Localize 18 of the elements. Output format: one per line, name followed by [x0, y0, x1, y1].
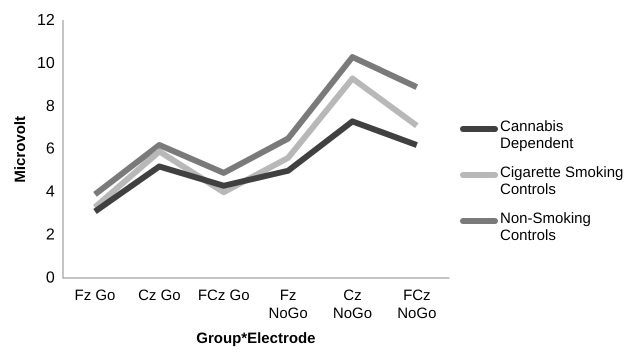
- x-tick-label: FCz NoGo: [397, 287, 436, 322]
- x-tick-label: Cz NoGo: [332, 287, 372, 322]
- x-tick-label: Fz NoGo: [268, 287, 308, 322]
- y-tick-label: 4: [46, 184, 55, 201]
- y-tick-label: 10: [37, 54, 55, 72]
- y-tick-label: 2: [46, 226, 55, 244]
- y-axis-title: Microvolt: [12, 116, 30, 183]
- y-tick-label: 6: [46, 140, 55, 158]
- x-tick-label: FCz Go: [198, 287, 250, 304]
- y-tick-label: 12: [37, 12, 55, 30]
- x-tick-label: Cz Go: [138, 287, 181, 304]
- y-tick-label: 0: [46, 269, 55, 286]
- y-tick-label: 8: [46, 98, 55, 115]
- legend-label: Cigarette Smoking Controls: [500, 164, 624, 198]
- x-axis-title: Group*Electrode: [196, 330, 316, 348]
- legend-label: Non-Smoking Controls: [500, 210, 592, 244]
- legend-label: Cannabis Dependent: [500, 118, 574, 152]
- x-tick-label: Fz Go: [74, 287, 116, 304]
